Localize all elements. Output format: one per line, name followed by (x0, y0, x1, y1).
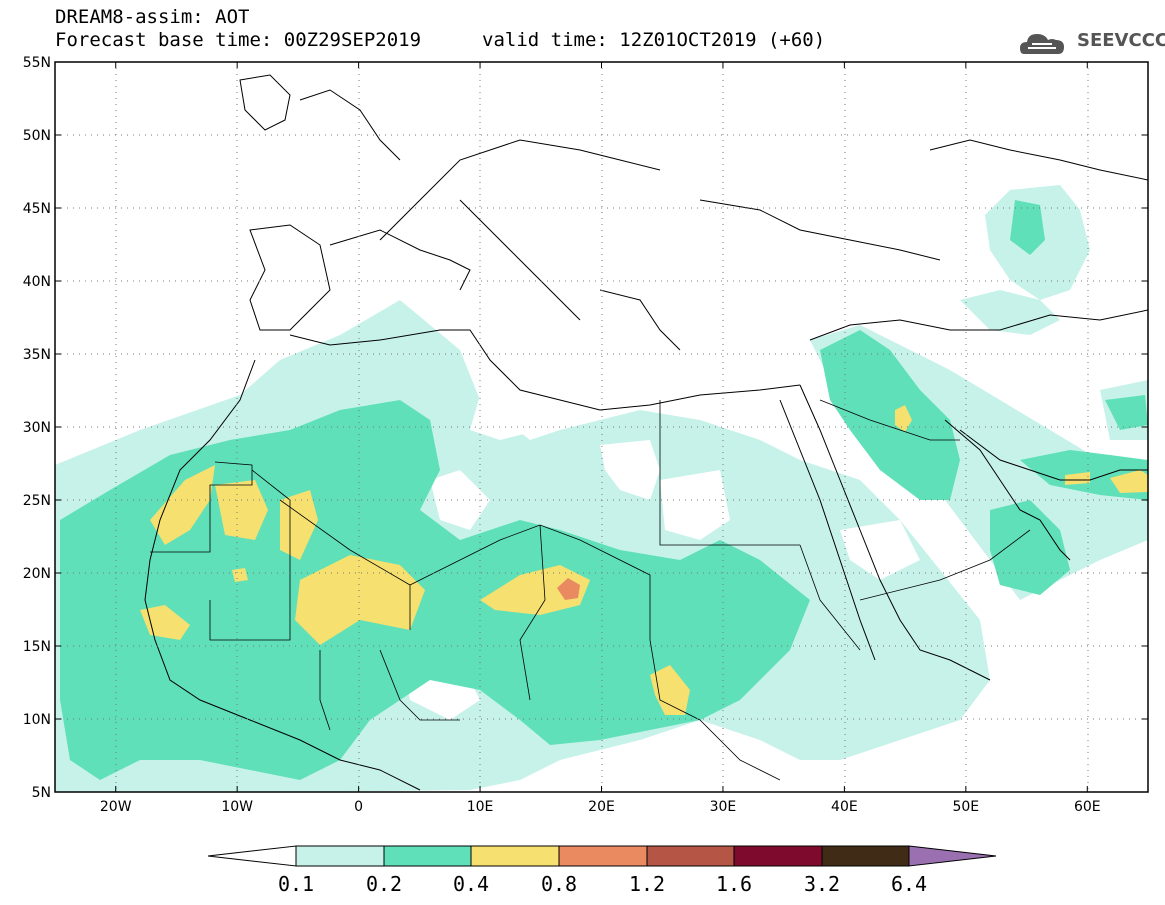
lat-tick-label: 25N (23, 493, 51, 509)
colorbar-bin-4 (558, 845, 648, 867)
colorbar-label: 0.8 (540, 872, 578, 896)
coastlines (144, 74, 1148, 791)
lat-tick-label: 10N (23, 712, 51, 728)
lat-tick-label: 15N (23, 639, 51, 655)
lat-tick-label: 5N (32, 785, 51, 801)
lat-lon-grid (55, 62, 1148, 792)
lon-tick-label: 30E (710, 799, 737, 815)
lon-tick-label: 40E (831, 799, 858, 815)
colorbar-label: 6.4 (890, 872, 928, 896)
colorbar-label: 0.2 (365, 872, 403, 896)
colorbar-low-arrow (207, 845, 297, 867)
axis-ticks (55, 61, 1148, 793)
colorbar-high-arrow (908, 845, 997, 867)
map-title: DREAM8-assim: AOT (55, 6, 250, 28)
lat-tick-label: 20N (23, 566, 51, 582)
lon-tick-label: 20W (100, 799, 132, 815)
colorbar-label: 3.2 (803, 872, 841, 896)
lat-tick-label: 30N (23, 420, 51, 436)
lat-tick-label: 50N (23, 128, 51, 144)
lon-tick-label: 50E (952, 799, 979, 815)
colorbar-bin-6 (733, 845, 823, 867)
valid-time: valid time: 12Z01OCT2019 (+60) (482, 29, 826, 51)
latitude-labels: 55N 50N 45N 40N 35N 30N 25N 20N 15N 10N 5N (23, 55, 51, 801)
lat-tick-label: 55N (23, 55, 51, 71)
forecast-base-time: Forecast base time: 00Z29SEP2019 (55, 29, 422, 51)
colorbar-label: 0.4 (452, 872, 490, 896)
lon-tick-label: 10W (221, 799, 253, 815)
lon-tick-label: 10E (467, 799, 494, 815)
colorbar-label: 0.1 (277, 872, 315, 896)
logo-text: SEEVCCC (1077, 30, 1165, 51)
cloud-logo-icon (1020, 34, 1064, 54)
lat-tick-label: 45N (23, 201, 51, 217)
longitude-labels: 20W 10W 0 10E 20E 30E 40E 50E 60E (100, 799, 1101, 815)
colorbar-bin-1 (295, 845, 385, 867)
lat-tick-label: 40N (23, 274, 51, 290)
colorbar-bin-5 (646, 845, 735, 867)
country-borders (150, 399, 1031, 781)
lon-tick-label: 0 (354, 799, 363, 815)
colorbar-bin-3 (470, 845, 560, 867)
colorbar-bin-2 (383, 845, 472, 867)
colorbar-bin-7 (821, 845, 910, 867)
colorbar-label: 1.6 (715, 872, 753, 896)
aot-level-0.8 (557, 578, 580, 600)
aot-level-0.4 (140, 405, 1148, 715)
colorbar-label: 1.2 (628, 872, 666, 896)
lon-tick-label: 60E (1074, 799, 1101, 815)
colorbar (207, 845, 997, 867)
lon-tick-label: 20E (588, 799, 615, 815)
lat-tick-label: 35N (23, 347, 51, 363)
